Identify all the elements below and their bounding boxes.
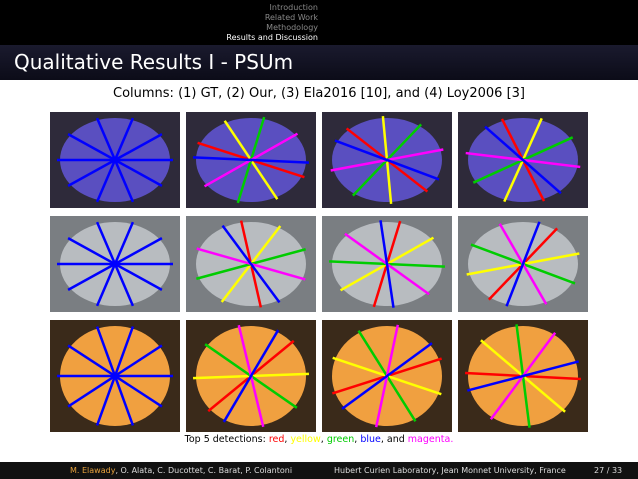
symmetry-axis: [67, 237, 163, 291]
symmetry-axis: [193, 156, 309, 164]
caption-part: red: [268, 434, 285, 445]
caption-part: ,: [354, 434, 361, 445]
caption-part: green: [326, 434, 355, 445]
symmetry-axis: [222, 329, 280, 423]
nav-item[interactable]: Related Work: [264, 13, 318, 22]
caption-part: ,: [284, 434, 291, 445]
caption-part: Top 5 detections:: [184, 434, 269, 445]
nav-item[interactable]: Results and Discussion: [226, 33, 318, 42]
symmetry-axis: [334, 139, 440, 181]
caption-part: magenta.: [407, 434, 454, 445]
caption-part: , and: [380, 434, 408, 445]
authors: M. Elawady, O. Alata, C. Ducottet, C. Ba…: [70, 462, 292, 479]
symmetry-axis: [67, 133, 163, 187]
symmetry-axis: [221, 224, 281, 304]
header-bar: Introduction Related Work Methodology Re…: [0, 0, 638, 45]
nav-item[interactable]: Introduction: [269, 3, 318, 12]
authors-rest: , O. Alata, C. Ducottet, C. Barat, P. Co…: [115, 466, 293, 475]
symmetry-axis: [341, 342, 433, 410]
caption-part: ,: [320, 434, 327, 445]
author-highlight: M. Elawady: [70, 466, 116, 475]
symmetry-axis: [484, 125, 562, 195]
page-number: 27 / 33: [594, 466, 623, 475]
symmetry-axis: [67, 344, 163, 408]
slide-title: Qualitative Results I - PSUm: [0, 45, 638, 80]
symmetry-axis: [466, 360, 580, 392]
caption-part: blue: [360, 434, 381, 445]
nav-item[interactable]: Methodology: [266, 23, 318, 32]
affiliation: Hubert Curien Laboratory, Jean Monnet Un…: [334, 466, 566, 475]
footer: M. Elawady, O. Alata, C. Ducottet, C. Ba…: [0, 462, 638, 479]
symmetry-axis: [379, 220, 395, 308]
caption-part: yellow: [290, 434, 321, 445]
symmetry-axis: [505, 221, 541, 307]
caption: Top 5 detections: red, yellow, green, bl…: [0, 434, 638, 445]
navigation: Introduction Related Work Methodology Re…: [200, 3, 318, 43]
subtitle: Columns: (1) GT, (2) Our, (3) Ela2016 [1…: [113, 86, 525, 101]
